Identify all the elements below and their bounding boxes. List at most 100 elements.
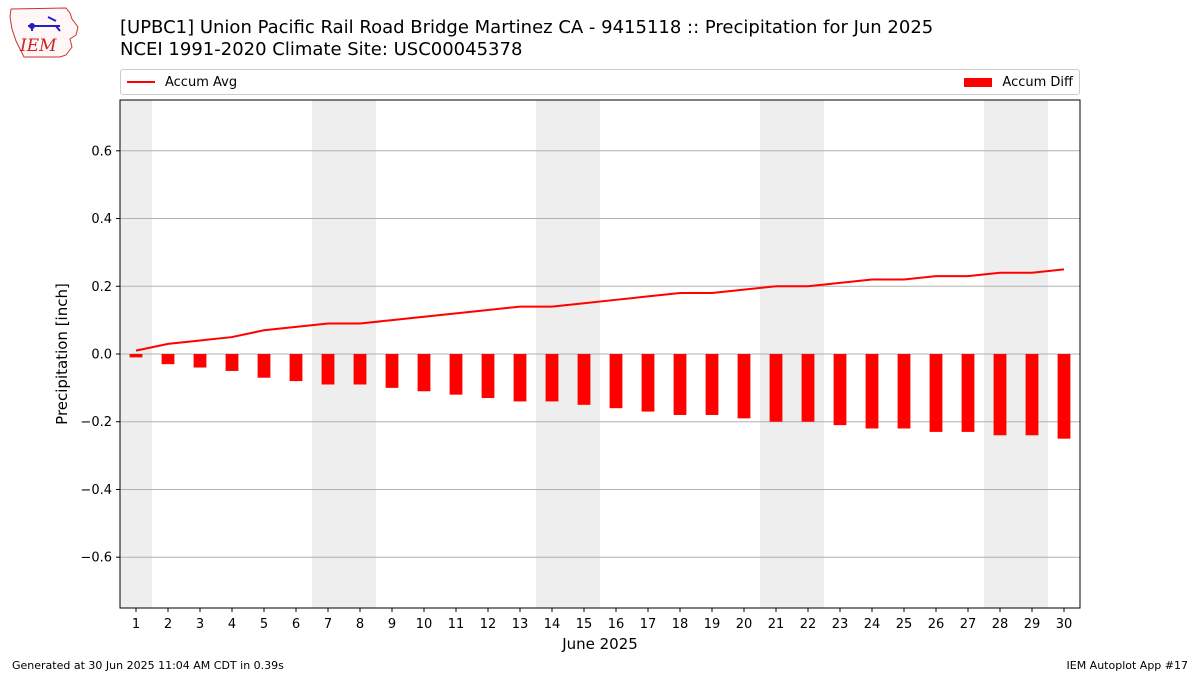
- x-axis-label: June 2025: [561, 635, 638, 653]
- x-tick-label: 9: [388, 617, 396, 632]
- accum-diff-bar: [673, 354, 687, 415]
- accum-diff-bar: [769, 354, 783, 422]
- legend-item-accum-diff: Accum Diff: [964, 70, 1073, 94]
- y-axis-label: Precipitation [inch]: [53, 283, 71, 425]
- x-tick-label: 16: [608, 617, 625, 632]
- accum-diff-bar: [481, 354, 495, 399]
- x-tick-label: 17: [640, 617, 657, 632]
- accum-diff-bar: [1025, 354, 1039, 436]
- x-tick-label: 18: [672, 617, 689, 632]
- footer-app-text: IEM Autoplot App #17: [1066, 659, 1189, 672]
- footer-generated-text: Generated at 30 Jun 2025 11:04 AM CDT in…: [12, 659, 284, 672]
- x-tick-label: 6: [292, 617, 300, 632]
- y-tick-label: 0.4: [91, 212, 112, 227]
- y-tick-label: −0.4: [80, 483, 112, 498]
- iem-logo: IEM: [9, 7, 79, 58]
- x-tick-label: 26: [928, 617, 945, 632]
- x-tick-label: 27: [960, 617, 977, 632]
- x-tick-label: 28: [992, 617, 1009, 632]
- accum-diff-bar: [961, 354, 975, 432]
- x-tick-label: 7: [324, 617, 332, 632]
- x-tick-label: 20: [736, 617, 753, 632]
- accum-avg-line-group: [135, 268, 1065, 352]
- chart-title: [UPBC1] Union Pacific Rail Road Bridge M…: [120, 17, 934, 38]
- weekend-band: [344, 100, 376, 608]
- accum-diff-bar: [1057, 354, 1071, 439]
- y-axis: −0.6 −0.4 −0.2 0.0 0.2 0.4 0.6: [80, 144, 120, 566]
- x-tick-label: 4: [228, 617, 236, 632]
- accum-diff-bar: [641, 354, 655, 412]
- plot-frame: [119, 99, 1081, 609]
- weekend-band: [120, 100, 152, 608]
- accum-diff-bar: [225, 354, 239, 371]
- accum-diff-bar: [897, 354, 911, 429]
- grid-lines: [120, 150, 1080, 558]
- iowa-outline-icon: [9, 7, 79, 58]
- accum-diff-bar: [929, 354, 943, 432]
- x-tick-label: 15: [576, 617, 593, 632]
- accum-avg-line: [135, 268, 1065, 352]
- x-tick-label: 10: [416, 617, 433, 632]
- legend-bar-swatch: [964, 77, 993, 87]
- weekend-band: [760, 100, 792, 608]
- y-tick-label: 0.6: [91, 144, 112, 159]
- y-tick-label: 0.0: [91, 348, 112, 363]
- x-axis: 1 2 3 4 5 6 7 8 9 10 11 12 13 14 15 16 17 18 19 20 21 22 23 24 2…: [132, 608, 1072, 632]
- weekend-band: [568, 100, 600, 608]
- accum-diff-bar: [513, 354, 527, 402]
- x-tick-label: 3: [196, 617, 204, 632]
- weekend-band: [536, 100, 568, 608]
- accum-diff-bar: [737, 354, 751, 419]
- accum-diff-bar: [417, 354, 431, 392]
- x-tick-label: 2: [164, 617, 172, 632]
- legend-line-swatch: [127, 81, 155, 83]
- accum-diff-bar: [865, 354, 879, 429]
- weekend-shading: [120, 100, 1048, 608]
- legend-item-accum-avg: Accum Avg: [127, 70, 237, 94]
- x-tick-label: 12: [480, 617, 497, 632]
- x-tick-label: 14: [544, 617, 561, 632]
- x-tick-label: 11: [448, 617, 465, 632]
- accum-diff-bar: [193, 354, 207, 368]
- accum-diff-bar: [257, 354, 271, 378]
- accum-diff-bar: [993, 354, 1007, 436]
- weekend-band: [312, 100, 344, 608]
- x-tick-label: 25: [896, 617, 913, 632]
- x-tick-label: 22: [800, 617, 817, 632]
- x-tick-label: 30: [1056, 617, 1073, 632]
- accum-diff-bar: [385, 354, 399, 388]
- y-tick-label: 0.2: [91, 280, 112, 295]
- accum-diff-bars: [129, 354, 1071, 439]
- accum-diff-bar: [545, 354, 559, 402]
- accum-diff-bar: [353, 354, 367, 385]
- accum-diff-bar: [833, 354, 847, 426]
- weekend-band: [792, 100, 824, 608]
- accum-diff-bar: [801, 354, 815, 422]
- y-tick-label: −0.6: [80, 551, 112, 566]
- logo-text: IEM: [19, 36, 57, 56]
- accum-diff-bar: [577, 354, 591, 405]
- accum-diff-bar: [289, 354, 303, 382]
- legend: Accum Avg Accum Diff: [120, 69, 1080, 95]
- x-tick-label: 1: [132, 617, 140, 632]
- accum-diff-bar: [449, 354, 463, 395]
- weekend-band: [1016, 100, 1048, 608]
- weekend-band: [984, 100, 1016, 608]
- x-tick-label: 5: [260, 617, 268, 632]
- accum-diff-bar: [609, 354, 623, 409]
- accum-diff-bar: [321, 354, 335, 385]
- x-tick-label: 21: [768, 617, 785, 632]
- x-tick-label: 19: [704, 617, 721, 632]
- x-tick-label: 8: [356, 617, 364, 632]
- x-tick-label: 29: [1024, 617, 1041, 632]
- x-tick-label: 24: [864, 617, 881, 632]
- chart-subtitle: NCEI 1991-2020 Climate Site: USC00045378: [120, 39, 523, 60]
- legend-label-accum-avg: Accum Avg: [165, 74, 238, 90]
- y-tick-label: −0.2: [80, 415, 112, 430]
- x-tick-label: 23: [832, 617, 849, 632]
- accum-diff-bar: [161, 354, 175, 365]
- accum-diff-bar: [705, 354, 719, 415]
- accum-diff-bar: [129, 354, 143, 358]
- x-tick-label: 13: [512, 617, 529, 632]
